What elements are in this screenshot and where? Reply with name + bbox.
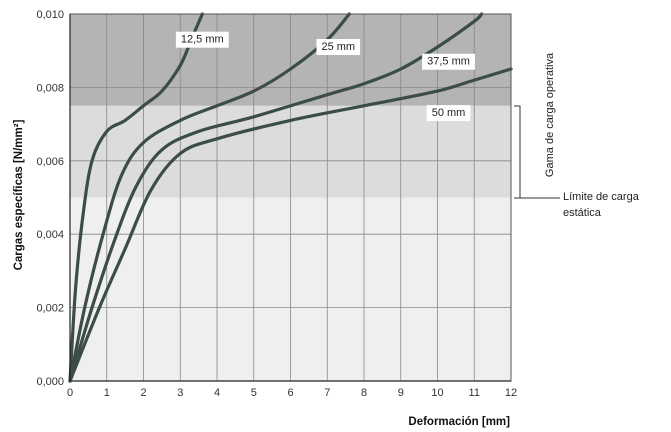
curve-label-text: 12,5 mm bbox=[181, 34, 224, 46]
operating-range-label: Gama de carga operativa bbox=[544, 52, 556, 177]
curve-label-1: 12,5 mm bbox=[175, 31, 229, 48]
x-tick-label: 10 bbox=[431, 387, 443, 399]
curve-label-box bbox=[316, 39, 361, 56]
x-tick-label: 6 bbox=[287, 387, 293, 399]
x-tick-label: 7 bbox=[324, 387, 330, 399]
series-line-2 bbox=[68, 12, 351, 383]
operating-range-bracket bbox=[514, 105, 521, 199]
x-tick-label: 11 bbox=[469, 387, 480, 399]
curve-label-3: 37,5 mm bbox=[422, 53, 475, 70]
y-tick-label: 0,006 bbox=[36, 156, 64, 168]
curve-label-box bbox=[426, 105, 471, 122]
series-lines bbox=[68, 12, 513, 383]
x-tick-label: 12 bbox=[505, 387, 517, 399]
x-tick-label: 8 bbox=[361, 387, 367, 399]
static-limit-label-line2: estática bbox=[563, 207, 602, 219]
curve-label-text: 37,5 mm bbox=[427, 56, 470, 68]
y-tick-label: 0,004 bbox=[36, 229, 64, 241]
curve-label-2: 25 mm bbox=[316, 39, 361, 56]
y-tick-label: 0,008 bbox=[36, 82, 64, 94]
x-tick-label: 1 bbox=[104, 387, 110, 399]
curve-label-4: 50 mm bbox=[426, 105, 471, 122]
x-tick-label: 0 bbox=[67, 387, 73, 399]
operating-range-annotation: Gama de carga operativa Límite de carga … bbox=[514, 52, 640, 219]
curve-label-text: 50 mm bbox=[432, 107, 466, 119]
x-tick-label: 9 bbox=[398, 387, 404, 399]
static-limit-label-line1: Límite de carga bbox=[563, 191, 640, 203]
x-axis-title: Deformación [mm] bbox=[408, 416, 510, 428]
y-axis-title: Cargas específicas [N/mm²] bbox=[13, 119, 25, 270]
curve-label-box bbox=[422, 53, 475, 70]
x-tick-label: 3 bbox=[177, 387, 183, 399]
series-line-1 bbox=[68, 12, 204, 383]
curve-label-text: 25 mm bbox=[321, 41, 355, 53]
y-tick-label: 0,010 bbox=[36, 9, 64, 21]
x-tick-label: 5 bbox=[251, 387, 257, 399]
grid-lines bbox=[70, 14, 511, 381]
x-tick-label: 2 bbox=[140, 387, 146, 399]
series-line-4 bbox=[68, 67, 513, 383]
x-tick-label: 4 bbox=[214, 387, 220, 399]
y-tick-label: 0,000 bbox=[36, 376, 64, 388]
curve-label-box bbox=[175, 31, 229, 48]
x-tick-labels: 0 1 2 3 4 5 6 7 8 9 10 11 12 bbox=[67, 387, 517, 399]
y-tick-label: 0,002 bbox=[36, 303, 64, 315]
y-tick-labels: 0,000 0,002 0,004 0,006 0,008 0,010 bbox=[36, 9, 64, 388]
axes bbox=[69, 13, 512, 382]
series-line-3 bbox=[68, 12, 484, 383]
curve-labels: 12,5 mm 25 mm 37,5 mm 50 mm bbox=[175, 31, 475, 122]
